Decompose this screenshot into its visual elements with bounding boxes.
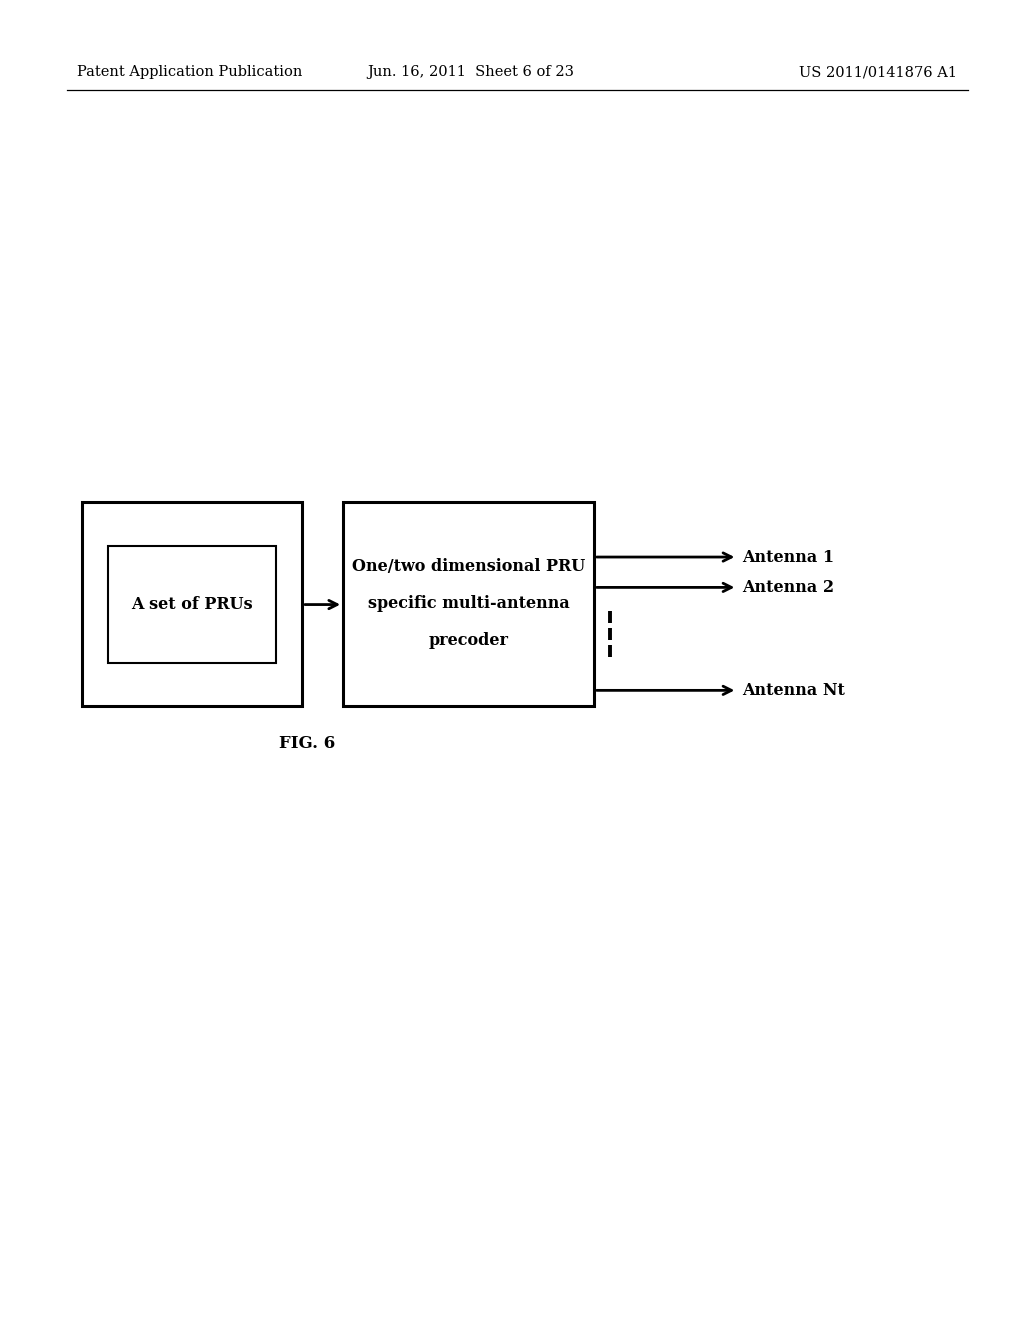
Text: FIG. 6: FIG. 6 (280, 735, 335, 751)
Bar (82, 502, 302, 706)
Text: US 2011/0141876 A1: US 2011/0141876 A1 (800, 65, 957, 79)
Bar (108, 546, 276, 663)
Text: Patent Application Publication: Patent Application Publication (77, 65, 302, 79)
Text: precoder: precoder (428, 632, 509, 649)
Text: Jun. 16, 2011  Sheet 6 of 23: Jun. 16, 2011 Sheet 6 of 23 (368, 65, 574, 79)
Bar (343, 502, 594, 706)
Text: Antenna 1: Antenna 1 (742, 549, 835, 565)
Text: Antenna 2: Antenna 2 (742, 579, 835, 595)
Text: Antenna Nt: Antenna Nt (742, 682, 845, 698)
Text: specific multi-antenna: specific multi-antenna (368, 595, 569, 612)
Text: One/two dimensional PRU: One/two dimensional PRU (352, 558, 585, 576)
Text: A set of PRUs: A set of PRUs (131, 597, 253, 612)
